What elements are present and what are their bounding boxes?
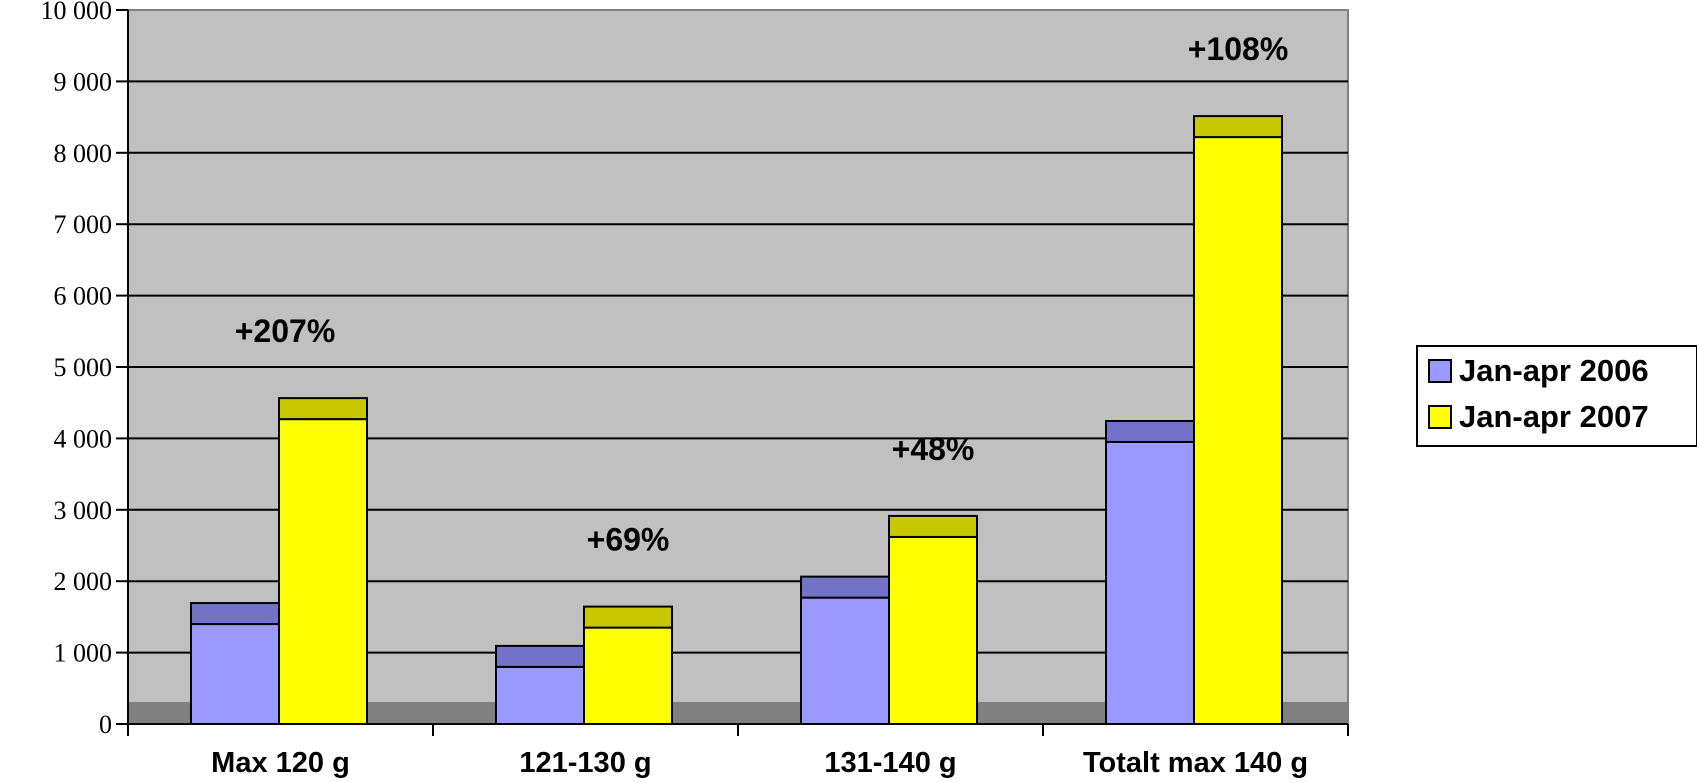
y-tick-label: 3 000 bbox=[54, 496, 113, 525]
bar-top-face bbox=[888, 514, 978, 538]
x-category-label: 131-140 g bbox=[824, 747, 956, 779]
legend-box bbox=[1416, 345, 1697, 447]
bar-jan-apr-2007 bbox=[583, 626, 673, 725]
bar-jan-apr-2006 bbox=[190, 623, 280, 725]
x-category-label: 121-130 g bbox=[519, 747, 651, 779]
bar-top-face bbox=[190, 602, 280, 626]
y-tick-label: 9 000 bbox=[54, 67, 113, 96]
bar-top-face bbox=[1193, 115, 1283, 139]
bar-top-face bbox=[583, 605, 673, 629]
y-tick-label: 7 000 bbox=[54, 210, 113, 239]
y-tick-label: 4 000 bbox=[54, 424, 113, 453]
y-tick-label: 10 000 bbox=[41, 0, 113, 25]
y-tick-label: 0 bbox=[99, 710, 112, 739]
legend-label: Jan-apr 2007 bbox=[1459, 399, 1649, 434]
bar-jan-apr-2006 bbox=[1105, 440, 1195, 725]
x-category-label: Max 120 g bbox=[211, 747, 350, 779]
y-tick-label: 2 000 bbox=[54, 567, 113, 596]
bar-top-face bbox=[1105, 419, 1195, 443]
bar-jan-apr-2006 bbox=[800, 596, 890, 726]
y-tick-label: 6 000 bbox=[54, 282, 113, 311]
bar-jan-apr-2007 bbox=[888, 535, 978, 725]
y-tick-label: 1 000 bbox=[54, 639, 113, 668]
growth-annotation: +69% bbox=[587, 522, 670, 558]
bar-jan-apr-2007 bbox=[278, 418, 368, 725]
growth-annotation: +48% bbox=[892, 431, 975, 467]
y-tick-label: 8 000 bbox=[54, 139, 113, 168]
growth-annotation: +207% bbox=[235, 313, 336, 349]
growth-annotation: +108% bbox=[1188, 31, 1289, 67]
y-tick-label: 5 000 bbox=[54, 353, 113, 382]
bar-top-face bbox=[495, 644, 585, 668]
bar-top-face bbox=[278, 397, 368, 421]
bar-jan-apr-2006 bbox=[495, 665, 585, 726]
chart-floor bbox=[128, 702, 1348, 724]
legend-swatch bbox=[1428, 359, 1452, 383]
legend-label: Jan-apr 2006 bbox=[1459, 353, 1649, 388]
bar-top-face bbox=[800, 575, 890, 599]
x-category-label: Totalt max 140 g bbox=[1083, 747, 1308, 779]
legend-swatch bbox=[1428, 405, 1452, 429]
bar-jan-apr-2007 bbox=[1193, 136, 1283, 726]
